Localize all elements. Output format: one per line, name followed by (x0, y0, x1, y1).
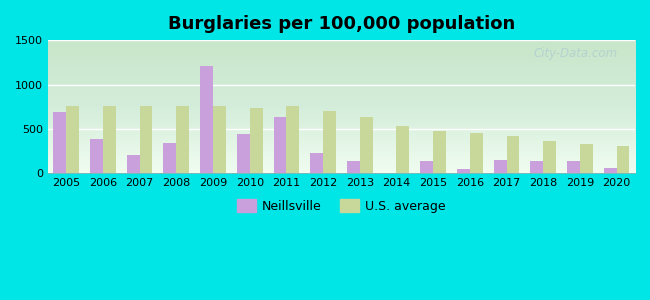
Bar (604, 168, 617, 173)
Bar (310, 153, 323, 173)
Bar (396, 126, 410, 173)
Bar (421, 161, 433, 173)
Legend: Neillsville, U.S. average: Neillsville, U.S. average (232, 194, 451, 218)
Bar (66, 106, 79, 173)
Text: City-Data.com: City-Data.com (533, 47, 618, 60)
Bar (127, 155, 140, 173)
Bar (457, 169, 470, 173)
Bar (433, 131, 446, 173)
Bar (237, 134, 250, 173)
Bar (494, 160, 506, 173)
Bar (274, 118, 287, 173)
Bar (250, 108, 263, 173)
Bar (360, 118, 372, 173)
Title: Burglaries per 100,000 population: Burglaries per 100,000 population (168, 15, 515, 33)
Bar (163, 143, 176, 173)
Bar (567, 160, 580, 173)
Bar (530, 160, 543, 173)
Bar (347, 161, 360, 173)
Bar (213, 106, 226, 173)
Bar (470, 133, 483, 173)
Bar (580, 144, 593, 173)
Bar (53, 112, 66, 173)
Bar (103, 106, 116, 173)
Bar (543, 141, 556, 173)
Bar (90, 139, 103, 173)
Bar (200, 66, 213, 173)
Bar (617, 146, 629, 173)
Bar (323, 111, 336, 173)
Bar (176, 106, 189, 173)
Bar (506, 136, 519, 173)
Bar (140, 106, 153, 173)
Bar (287, 106, 299, 173)
